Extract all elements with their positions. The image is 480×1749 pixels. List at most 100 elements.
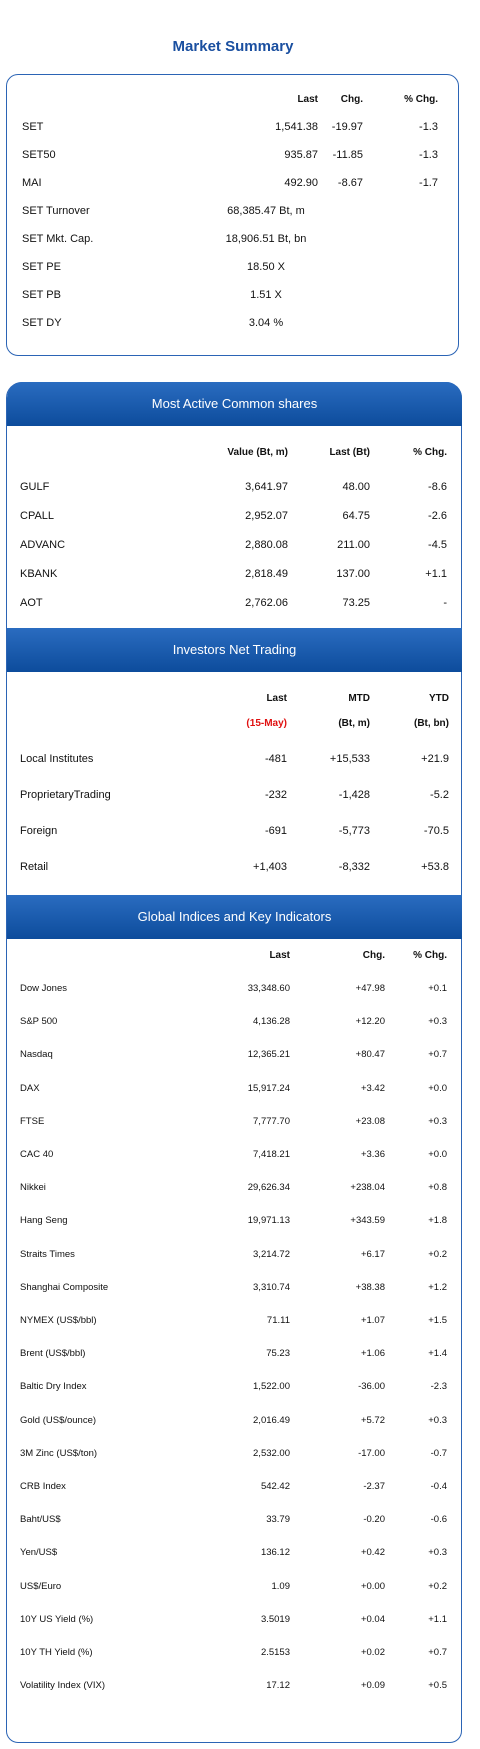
column-header: % Chg.: [413, 447, 447, 458]
row-value: +0.7: [428, 1647, 447, 1658]
row-value: +343.59: [350, 1215, 385, 1227]
row-label: KBANK: [20, 568, 58, 580]
row-value: 33,348.60: [247, 983, 290, 994]
row-label: Dow Jones: [20, 983, 67, 994]
row-value: -17.00: [358, 1447, 385, 1459]
row-label: CPALL: [20, 510, 55, 522]
row-value: +1.1: [428, 1613, 447, 1625]
column-header: Last: [297, 94, 318, 105]
column-header: Chg.: [340, 94, 363, 105]
row-value: 12,365.21: [247, 1049, 290, 1061]
row-value: +53.8: [421, 861, 449, 873]
row-value: 3,310.74: [253, 1281, 290, 1293]
row-value: +12.20: [355, 1016, 385, 1028]
row-label: 10Y TH Yield (%): [20, 1647, 93, 1658]
row-value: 73.25: [342, 597, 370, 609]
row-label: Straits Times: [20, 1248, 75, 1260]
row-value: -1,428: [338, 789, 370, 801]
row-label: Baht/US$: [20, 1514, 61, 1526]
row-value: -8,332: [338, 861, 370, 873]
row-value: +6.17: [360, 1248, 385, 1260]
row-value: 2,880.08: [245, 539, 288, 551]
row-label: ADVANC: [20, 539, 66, 551]
row-label: CAC 40: [20, 1149, 54, 1160]
row-value: +1.5: [428, 1315, 447, 1326]
section-header: Most Active Common shares: [7, 382, 462, 426]
row-value: -5,773: [338, 825, 370, 837]
row-value: +0.3: [428, 1115, 447, 1127]
row-value: 492.90: [284, 177, 318, 189]
row-value: -36.00: [358, 1381, 385, 1393]
row-label: Shanghai Composite: [20, 1281, 109, 1293]
row-label: SET Turnover: [22, 205, 90, 217]
row-label: Foreign: [20, 825, 58, 837]
row-value: 2,818.49: [245, 568, 288, 580]
row-value: +1.06: [360, 1348, 385, 1360]
column-header: % Chg.: [413, 950, 447, 961]
row-value: -2.3: [430, 1381, 447, 1393]
row-label: Retail: [20, 861, 49, 873]
row-value: -1.3: [419, 149, 438, 161]
row-label: SET PE: [22, 261, 61, 273]
row-label: 3M Zinc (US$/ton): [20, 1447, 98, 1459]
row-value: 17.12: [266, 1680, 290, 1692]
row-value: +0.02: [360, 1647, 385, 1658]
row-value: +47.98: [355, 983, 385, 994]
row-label: FTSE: [20, 1115, 45, 1127]
row-value: +0.2: [428, 1248, 447, 1260]
column-subheader: (Bt, bn): [414, 718, 449, 729]
row-label: SET Mkt. Cap.: [22, 233, 94, 245]
row-value: +0.2: [428, 1580, 447, 1592]
row-label: CRB Index: [20, 1481, 66, 1492]
row-label: GULF: [20, 481, 50, 493]
row-value: -2.6: [428, 510, 447, 522]
row-value: -232: [264, 789, 287, 801]
row-label: US$/Euro: [20, 1580, 62, 1592]
row-value: 935.87: [284, 149, 318, 161]
row-label: Volatility Index (VIX): [20, 1680, 106, 1692]
row-value: +0.3: [428, 1414, 447, 1426]
row-value: -19.97: [331, 121, 363, 133]
row-value: +1,403: [253, 861, 287, 873]
column-header: % Chg.: [404, 94, 438, 105]
row-value: +1.1: [425, 568, 447, 580]
row-value: -691: [264, 825, 287, 837]
row-value: 137.00: [336, 568, 370, 580]
row-value: +0.0: [428, 1082, 447, 1094]
tables-box: [6, 382, 462, 1743]
row-value: -2.37: [363, 1481, 385, 1492]
row-value: +0.3: [428, 1016, 447, 1028]
row-label: 10Y US Yield (%): [20, 1613, 94, 1625]
row-value: 1.51 X: [250, 289, 282, 301]
row-value: +0.00: [360, 1580, 385, 1592]
row-value: 18,906.51 Bt, bn: [225, 233, 307, 245]
row-value: -0.6: [430, 1514, 447, 1526]
row-value: +1.2: [428, 1281, 447, 1293]
column-header: Last: [269, 950, 290, 961]
row-value: 1.09: [271, 1580, 291, 1592]
row-value: 7,777.70: [253, 1115, 290, 1127]
row-value: 2,762.06: [245, 597, 288, 609]
summary-box: [6, 74, 459, 356]
row-label: AOT: [20, 597, 43, 609]
row-value: 7,418.21: [253, 1149, 290, 1160]
row-value: +0.7: [428, 1049, 447, 1061]
row-value: -481: [264, 753, 287, 765]
column-subheader: (15-May): [246, 718, 287, 729]
column-header: MTD: [348, 693, 370, 704]
row-label: SET: [22, 121, 44, 133]
row-value: 1,522.00: [253, 1381, 290, 1393]
row-value: 1,541.38: [275, 121, 318, 133]
row-label: S&P 500: [20, 1016, 58, 1028]
row-value: +3.36: [360, 1149, 385, 1160]
row-value: 3.04 %: [248, 317, 284, 329]
row-label: SET PB: [22, 289, 61, 301]
row-value: 2,016.49: [253, 1414, 290, 1426]
row-value: 2.5153: [260, 1647, 290, 1658]
column-header: YTD: [429, 693, 449, 704]
row-value: +5.72: [360, 1414, 385, 1426]
row-value: -0.4: [430, 1481, 447, 1492]
row-value: +38.38: [355, 1281, 385, 1293]
column-header: Value (Bt, m): [227, 447, 288, 458]
